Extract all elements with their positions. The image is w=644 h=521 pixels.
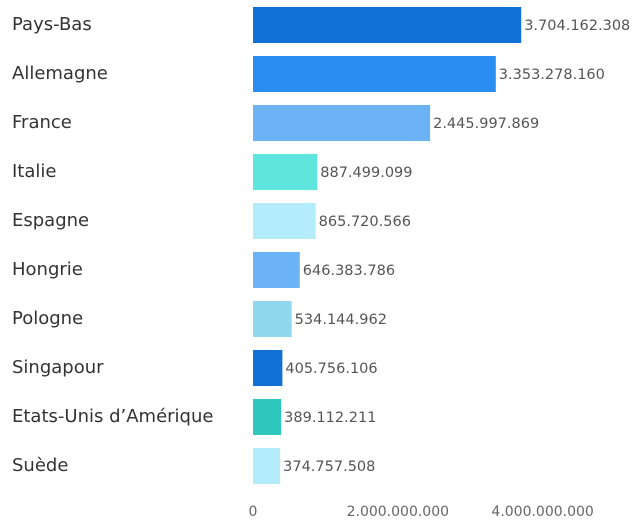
value-label: 405.756.106 — [285, 361, 377, 377]
bar — [253, 252, 300, 288]
value-label: 534.144.962 — [295, 312, 387, 328]
value-label: 887.499.099 — [320, 165, 412, 181]
value-label: 865.720.566 — [319, 214, 411, 230]
bar — [253, 105, 431, 141]
category-label: Pologne — [12, 308, 83, 329]
value-label: 389.112.211 — [284, 410, 376, 426]
category-label: Singapour — [12, 357, 104, 378]
value-label: 374.757.508 — [283, 459, 375, 475]
bar — [253, 301, 292, 337]
x-tick-label: 0 — [249, 504, 258, 520]
category-label: Etats-Unis d’Amérique — [12, 406, 213, 427]
x-tick-label: 2.000.000.000 — [347, 504, 449, 520]
category-label: France — [12, 112, 72, 133]
category-label: Allemagne — [12, 63, 108, 84]
bar — [253, 448, 281, 484]
category-label: Italie — [12, 161, 56, 182]
value-label: 646.383.786 — [303, 263, 395, 279]
value-label: 2.445.997.869 — [433, 116, 539, 132]
bar — [253, 56, 496, 92]
category-label: Suède — [12, 455, 68, 476]
bar — [253, 350, 283, 386]
value-label: 3.353.278.160 — [499, 67, 605, 83]
category-label: Hongrie — [12, 259, 83, 280]
bar — [253, 399, 282, 435]
category-label: Espagne — [12, 210, 89, 231]
category-label: Pays-Bas — [12, 14, 92, 35]
bar — [253, 154, 318, 190]
bar — [253, 7, 522, 43]
x-tick-label: 4.000.000.000 — [491, 504, 593, 520]
value-label: 3.704.162.308 — [524, 18, 630, 34]
bar — [253, 203, 316, 239]
